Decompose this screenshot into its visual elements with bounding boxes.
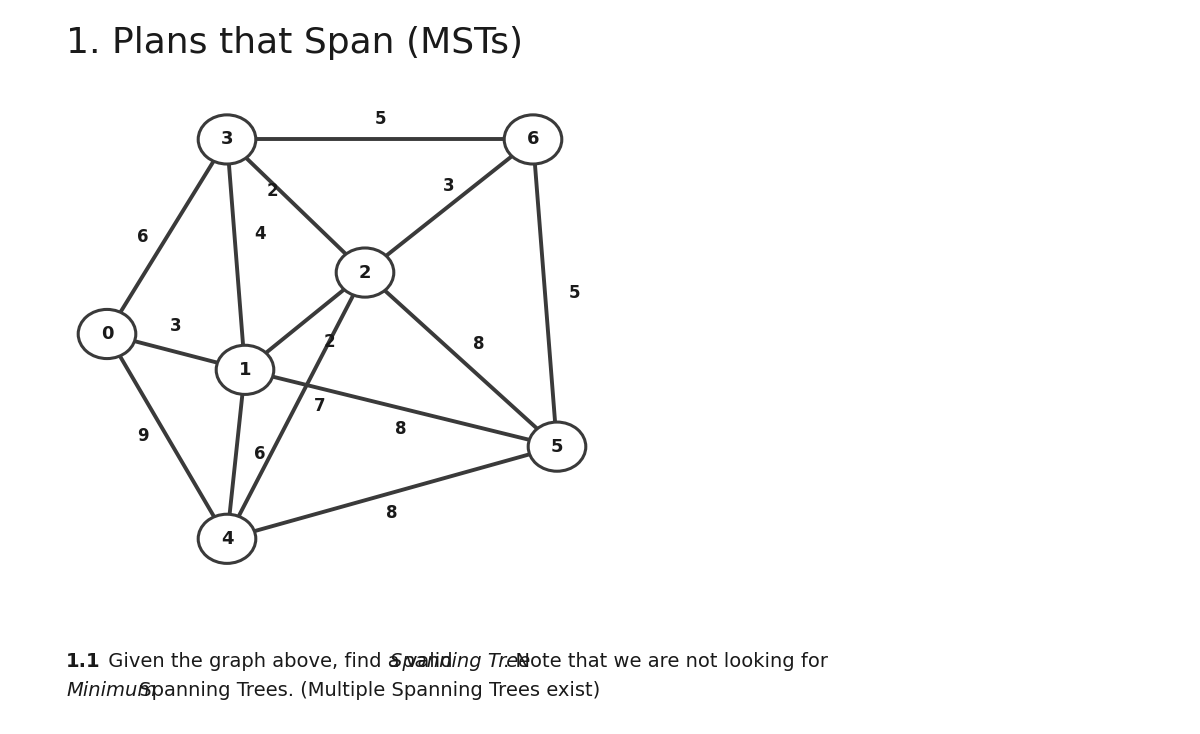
Text: 8: 8 [395,420,407,437]
Text: 5: 5 [374,110,385,128]
Text: Minimum: Minimum [66,681,156,700]
Circle shape [336,248,394,297]
Circle shape [504,115,562,164]
Text: 1.1: 1.1 [66,652,101,671]
Text: 6: 6 [527,131,539,148]
Circle shape [78,310,136,359]
Text: 2: 2 [359,264,371,282]
Text: Spanning Trees. (Multiple Spanning Trees exist): Spanning Trees. (Multiple Spanning Trees… [133,681,600,700]
Circle shape [198,515,256,564]
Text: 5: 5 [551,437,563,456]
Text: 9: 9 [137,427,149,446]
Text: 5: 5 [569,284,581,302]
Text: 4: 4 [254,225,266,243]
Text: 4: 4 [221,530,233,548]
Text: Spanning Tree: Spanning Tree [390,652,530,671]
Text: 8: 8 [473,335,485,353]
Text: 3: 3 [221,131,233,148]
Text: 8: 8 [386,504,397,522]
Text: 6: 6 [137,228,149,246]
Circle shape [528,422,586,471]
Text: Given the graph above, find a valid: Given the graph above, find a valid [102,652,458,671]
Text: 1: 1 [239,361,251,379]
Circle shape [216,345,274,394]
Text: 2: 2 [323,333,335,351]
Text: 7: 7 [314,396,326,415]
Circle shape [198,115,256,164]
Text: 1. Plans that Span (MSTs): 1. Plans that Span (MSTs) [66,26,523,59]
Text: 3: 3 [170,317,182,335]
Text: 6: 6 [254,446,265,463]
Text: 0: 0 [101,325,113,343]
Text: 3: 3 [443,176,455,195]
Text: . Note that we are not looking for: . Note that we are not looking for [503,652,828,671]
Text: 2: 2 [266,181,278,200]
